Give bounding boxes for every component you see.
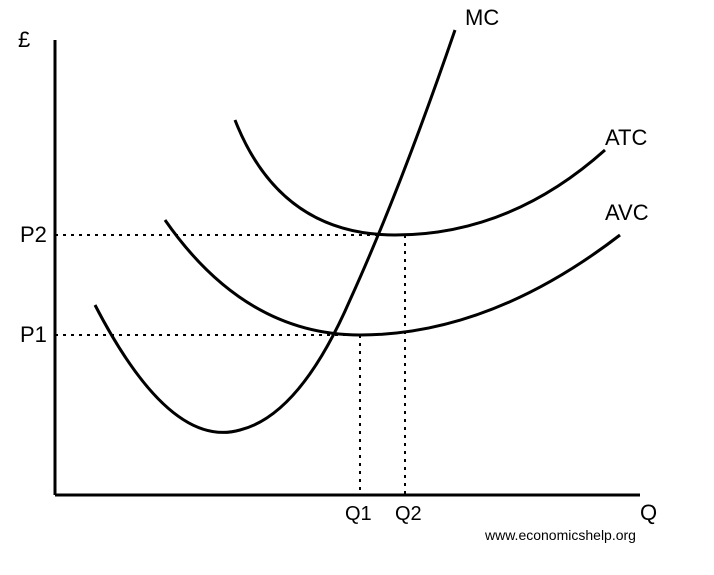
q2-label: Q2	[395, 503, 422, 525]
chart-svg: £ Q MC ATC AVC P2 P1 Q1 Q2 www.economics…	[0, 0, 714, 575]
footer-attribution: www.economicshelp.org	[484, 527, 636, 543]
y-axis-label: £	[18, 27, 30, 52]
q1-label: Q1	[345, 503, 372, 525]
p2-label: P2	[20, 222, 47, 247]
avc-curve	[165, 220, 620, 335]
atc-label: ATC	[605, 125, 647, 150]
p1-label: P1	[20, 322, 47, 347]
mc-label: MC	[465, 5, 499, 30]
x-axis-label: Q	[640, 500, 657, 525]
atc-curve	[235, 120, 605, 235]
economics-chart: £ Q MC ATC AVC P2 P1 Q1 Q2 www.economics…	[0, 0, 714, 575]
mc-curve	[95, 30, 455, 432]
avc-label: AVC	[605, 200, 649, 225]
